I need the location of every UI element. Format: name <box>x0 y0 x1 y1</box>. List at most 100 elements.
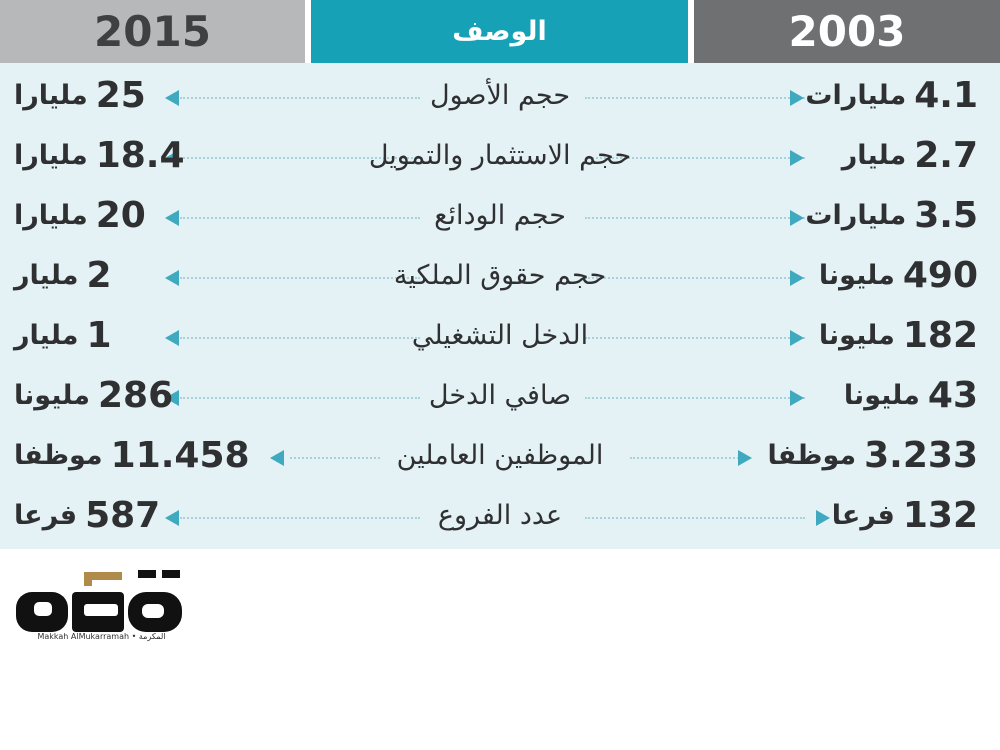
value-2003: مليونا 182 <box>819 311 978 359</box>
arrow-right-icon <box>790 330 804 346</box>
dotted-leader <box>585 157 805 159</box>
dotted-leader <box>585 97 805 99</box>
unit-2015: مليارا <box>14 199 88 231</box>
arrow-right-icon <box>790 90 804 106</box>
arrow-left-icon <box>165 210 179 226</box>
number-2015: 25 <box>95 74 146 116</box>
dotted-leader <box>180 517 420 519</box>
number-2015: 1 <box>86 314 112 356</box>
logo-counter <box>142 604 164 618</box>
comparison-table: مليارا 25 حجم الأصول مليارات 4.1 مليارا 18.… <box>0 63 1000 549</box>
dotted-leader <box>180 97 420 99</box>
dotted-leader <box>290 457 380 459</box>
value-2015: مليار 1 <box>14 311 112 359</box>
logo-subtitle: Makkah AlMukarramah • المكرمة <box>37 632 166 641</box>
value-2003: موظفا 3.233 <box>767 431 978 479</box>
number-2003: 132 <box>902 494 978 536</box>
table-row: مليار 2 حجم حقوق الملكية مليونا 490 <box>0 243 1000 303</box>
unit-2015: موظفا <box>14 439 103 471</box>
arrow-right-icon <box>790 390 804 406</box>
number-2003: 2.7 <box>914 134 978 176</box>
row-label: حجم حقوق الملكية <box>393 259 607 291</box>
header-2003: 2003 <box>694 0 1000 63</box>
unit-2015: مليارا <box>14 79 88 111</box>
logo-counter <box>34 602 52 616</box>
logo-counter <box>84 604 118 616</box>
unit-2003: مليونا <box>818 319 895 351</box>
arrow-right-icon <box>790 210 804 226</box>
table-row: مليارا 25 حجم الأصول مليارات 4.1 <box>0 63 1000 123</box>
row-label: الموظفين العاملين <box>396 439 604 471</box>
arrow-right-icon <box>790 150 804 166</box>
dotted-leader <box>585 337 805 339</box>
makkah-logo <box>16 570 182 632</box>
dotted-leader <box>180 397 420 399</box>
unit-2015: مليار <box>14 319 79 351</box>
value-2003: فرعا 132 <box>832 491 978 539</box>
dotted-leader <box>585 397 805 399</box>
logo-dot <box>162 570 180 578</box>
value-2015: مليونا 286 <box>14 371 173 419</box>
unit-2003: فرعا <box>831 499 895 531</box>
value-2003: مليارات 3.5 <box>805 191 978 239</box>
value-2015: مليارا 20 <box>14 191 146 239</box>
number-2003: 4.1 <box>914 74 978 116</box>
row-label: حجم الاستثمار والتمويل <box>368 139 632 171</box>
number-2003: 182 <box>902 314 978 356</box>
dotted-leader <box>180 157 420 159</box>
number-2003: 490 <box>902 254 978 296</box>
arrow-left-icon <box>165 270 179 286</box>
arrow-right-icon <box>738 450 752 466</box>
number-2015: 2 <box>86 254 112 296</box>
dotted-leader <box>585 517 805 519</box>
arrow-left-icon <box>165 390 179 406</box>
arrow-left-icon <box>270 450 284 466</box>
unit-2003: مليارات <box>805 79 907 111</box>
table-row: فرعا 587 عدد الفروع فرعا 132 <box>0 483 1000 543</box>
value-2003: مليارات 4.1 <box>805 71 978 119</box>
table-row: موظفا 11.458 الموظفين العاملين موظفا 3.233 <box>0 423 1000 483</box>
arrow-right-icon <box>790 270 804 286</box>
table-row: مليار 1 الدخل التشغيلي مليونا 182 <box>0 303 1000 363</box>
unit-2003: مليار <box>841 139 907 171</box>
unit-2015: مليارا <box>14 139 88 171</box>
table-row: مليارا 20 حجم الودائع مليارات 3.5 <box>0 183 1000 243</box>
table-row: مليارا 18.4 حجم الاستثمار والتمويل مليار 2… <box>0 123 1000 183</box>
row-label: حجم الأصول <box>429 79 571 111</box>
dotted-leader <box>180 277 420 279</box>
value-2003: مليونا 43 <box>844 371 978 419</box>
table-row: مليونا 286 صافي الدخل مليونا 43 <box>0 363 1000 423</box>
number-2015: 286 <box>97 374 174 416</box>
logo-accent <box>84 572 122 586</box>
number-2003: 43 <box>927 374 978 416</box>
row-label: صافي الدخل <box>428 379 572 411</box>
number-2015: 18.4 <box>95 134 185 176</box>
dotted-leader <box>585 277 805 279</box>
number-2003: 3.233 <box>864 434 978 476</box>
dotted-leader <box>180 337 420 339</box>
value-2015: فرعا 587 <box>14 491 160 539</box>
arrow-right-icon <box>816 510 830 526</box>
unit-2003: مليونا <box>843 379 920 411</box>
arrow-left-icon <box>165 330 179 346</box>
number-2003: 3.5 <box>914 194 978 236</box>
value-2003: مليونا 490 <box>819 251 978 299</box>
arrow-left-icon <box>165 510 179 526</box>
unit-2015: مليار <box>14 259 79 291</box>
number-2015: 20 <box>95 194 146 236</box>
value-2015: مليارا 25 <box>14 71 146 119</box>
unit-2015: مليونا <box>14 379 90 411</box>
unit-2003: مليارات <box>805 199 907 231</box>
value-2015: مليار 2 <box>14 251 112 299</box>
arrow-left-icon <box>165 150 179 166</box>
unit-2015: فرعا <box>14 499 78 531</box>
header-2015: 2015 <box>0 0 305 63</box>
dotted-leader <box>585 217 805 219</box>
number-2015: 11.458 <box>110 434 250 476</box>
number-2015: 587 <box>85 494 161 536</box>
value-2015: موظفا 11.458 <box>14 431 250 479</box>
value-2015: مليارا 18.4 <box>14 131 185 179</box>
unit-2003: مليونا <box>818 259 895 291</box>
value-2003: مليار 2.7 <box>842 131 978 179</box>
header-description: الوصف <box>311 0 688 63</box>
